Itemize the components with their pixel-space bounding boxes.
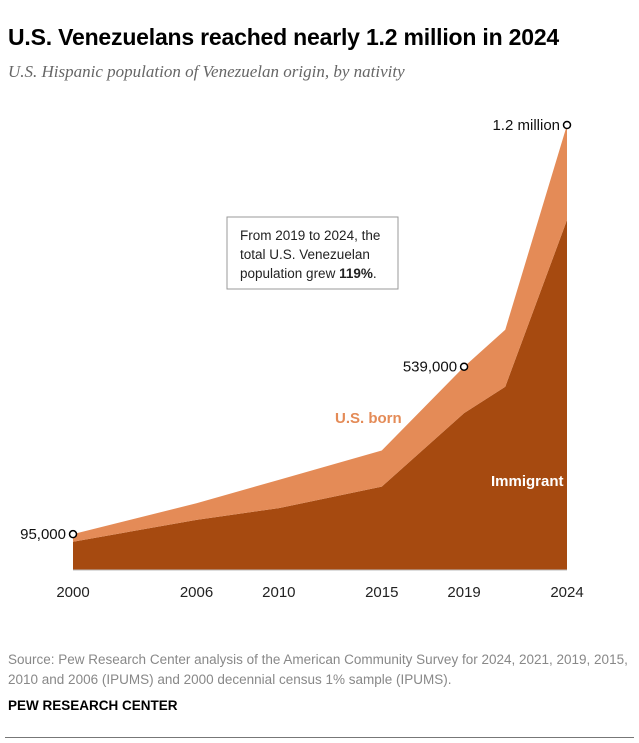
total-label: 95,000 bbox=[20, 526, 66, 543]
x-tick-label: 2006 bbox=[180, 584, 213, 601]
total-label: 539,000 bbox=[403, 359, 457, 376]
annotation-line-1: From 2019 to 2024, the bbox=[240, 228, 380, 243]
annotation-growth-value: 119% bbox=[339, 266, 373, 281]
source-note: Source: Pew Research Center analysis of … bbox=[8, 652, 628, 687]
total-marker bbox=[68, 529, 78, 539]
bottom-divider bbox=[5, 737, 634, 738]
total-marker bbox=[459, 362, 469, 371]
chart: 2000 2006 2010 2015 2019 2024 95,000 539,000 1.… bbox=[20, 117, 584, 601]
brand-label: PEW RESEARCH CENTER bbox=[8, 698, 178, 713]
annotation-period: . bbox=[373, 266, 377, 281]
x-tick-label: 2024 bbox=[550, 584, 583, 601]
annotation-line-3: population grew 119%. bbox=[240, 266, 377, 281]
series-label-us-born: U.S. born bbox=[335, 410, 402, 427]
x-tick-label: 2000 bbox=[56, 584, 89, 601]
x-tick-label: 2010 bbox=[262, 584, 295, 601]
annotation-line-2: total U.S. Venezuelan bbox=[240, 247, 370, 262]
total-label: 1.2 million bbox=[492, 117, 560, 134]
chart-subtitle: U.S. Hispanic population of Venezuelan o… bbox=[8, 62, 405, 81]
x-tick-label: 2015 bbox=[365, 584, 398, 601]
annotation-box: From 2019 to 2024, the total U.S. Venezu… bbox=[226, 216, 399, 290]
series-label-immigrant: Immigrant bbox=[491, 473, 564, 490]
chart-title: U.S. Venezuelans reached nearly 1.2 mill… bbox=[8, 24, 559, 50]
total-marker bbox=[562, 120, 572, 130]
x-tick-label: 2019 bbox=[447, 584, 480, 601]
area-immigrant bbox=[73, 220, 567, 570]
annotation-text: population grew bbox=[240, 266, 339, 281]
